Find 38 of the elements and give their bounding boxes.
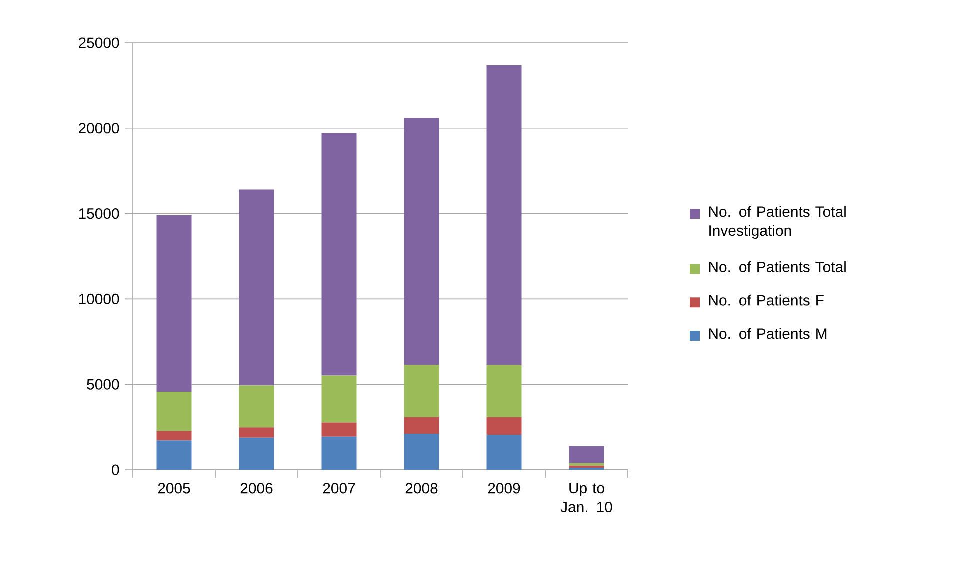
x-tick-label: 2009 xyxy=(488,483,520,494)
bar xyxy=(239,190,274,386)
bar xyxy=(404,118,440,366)
x-tick-label: Up to Jan. 10 xyxy=(560,483,612,513)
y-tick-label: 0 xyxy=(112,464,120,476)
y-tick-label: 5000 xyxy=(87,379,120,390)
legend-label: No. of Patients Total Investigation xyxy=(709,206,846,240)
bar xyxy=(156,392,192,432)
bar xyxy=(322,422,357,437)
legend-label: No. of Patients M xyxy=(709,328,827,340)
bar xyxy=(404,434,440,470)
bar xyxy=(322,436,357,470)
bar xyxy=(156,440,192,470)
bar xyxy=(486,417,522,436)
bar xyxy=(569,463,604,466)
y-tick-label: 15000 xyxy=(79,208,120,220)
y-tick-label: 25000 xyxy=(79,38,120,48)
bar xyxy=(404,365,440,418)
y-tick-label: 10000 xyxy=(79,294,120,304)
bar xyxy=(239,428,274,438)
bar xyxy=(322,133,357,376)
bar xyxy=(486,365,522,418)
bar xyxy=(486,435,522,470)
bar xyxy=(156,216,192,392)
x-tick-label: 2006 xyxy=(240,483,273,494)
x-tick-label: 2005 xyxy=(158,483,190,494)
bar xyxy=(486,66,522,366)
bar xyxy=(404,417,440,434)
bar xyxy=(322,376,357,423)
bar xyxy=(156,431,192,441)
legend-label: No. of Patients Total xyxy=(709,261,846,272)
x-tick-label: 2007 xyxy=(323,483,356,494)
bar xyxy=(239,438,274,470)
bar xyxy=(239,386,274,428)
bar xyxy=(569,446,604,464)
legend-label: No. of Patients F xyxy=(709,294,824,306)
x-tick-label: 2008 xyxy=(406,483,438,494)
y-tick-label: 20000 xyxy=(79,123,120,134)
